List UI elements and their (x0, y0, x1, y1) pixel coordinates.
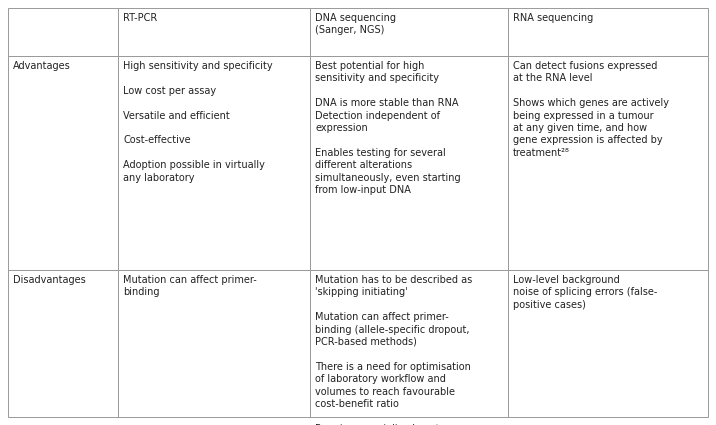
Text: DNA sequencing
(Sanger, NGS): DNA sequencing (Sanger, NGS) (315, 13, 396, 35)
Bar (8, 8, 118, 56)
Bar (118, 8, 310, 56)
Bar (8, 56, 118, 270)
Text: RNA sequencing: RNA sequencing (513, 13, 594, 23)
Text: Mutation can affect primer-
binding: Mutation can affect primer- binding (123, 275, 257, 298)
Text: Disadvantages: Disadvantages (13, 275, 86, 285)
Text: Low-level background
noise of splicing errors (false-
positive cases): Low-level background noise of splicing e… (513, 275, 657, 310)
Bar (508, 270, 708, 417)
Bar (8, 270, 118, 417)
Bar (118, 270, 310, 417)
Bar (310, 8, 508, 56)
Text: Advantages: Advantages (13, 61, 71, 71)
Bar (118, 56, 310, 270)
Bar (508, 8, 708, 56)
Text: RT-PCR: RT-PCR (123, 13, 158, 23)
Text: Can detect fusions expressed
at the RNA level

Shows which genes are actively
be: Can detect fusions expressed at the RNA … (513, 61, 669, 158)
Bar (310, 56, 508, 270)
Text: Mutation has to be described as
'skipping initiating'

Mutation can affect prime: Mutation has to be described as 'skippin… (315, 275, 473, 425)
Text: Best potential for high
sensitivity and specificity

DNA is more stable than RNA: Best potential for high sensitivity and … (315, 61, 460, 195)
Text: High sensitivity and specificity

Low cost per assay

Versatile and efficient

C: High sensitivity and specificity Low cos… (123, 61, 273, 183)
Bar (310, 270, 508, 417)
Bar (508, 56, 708, 270)
